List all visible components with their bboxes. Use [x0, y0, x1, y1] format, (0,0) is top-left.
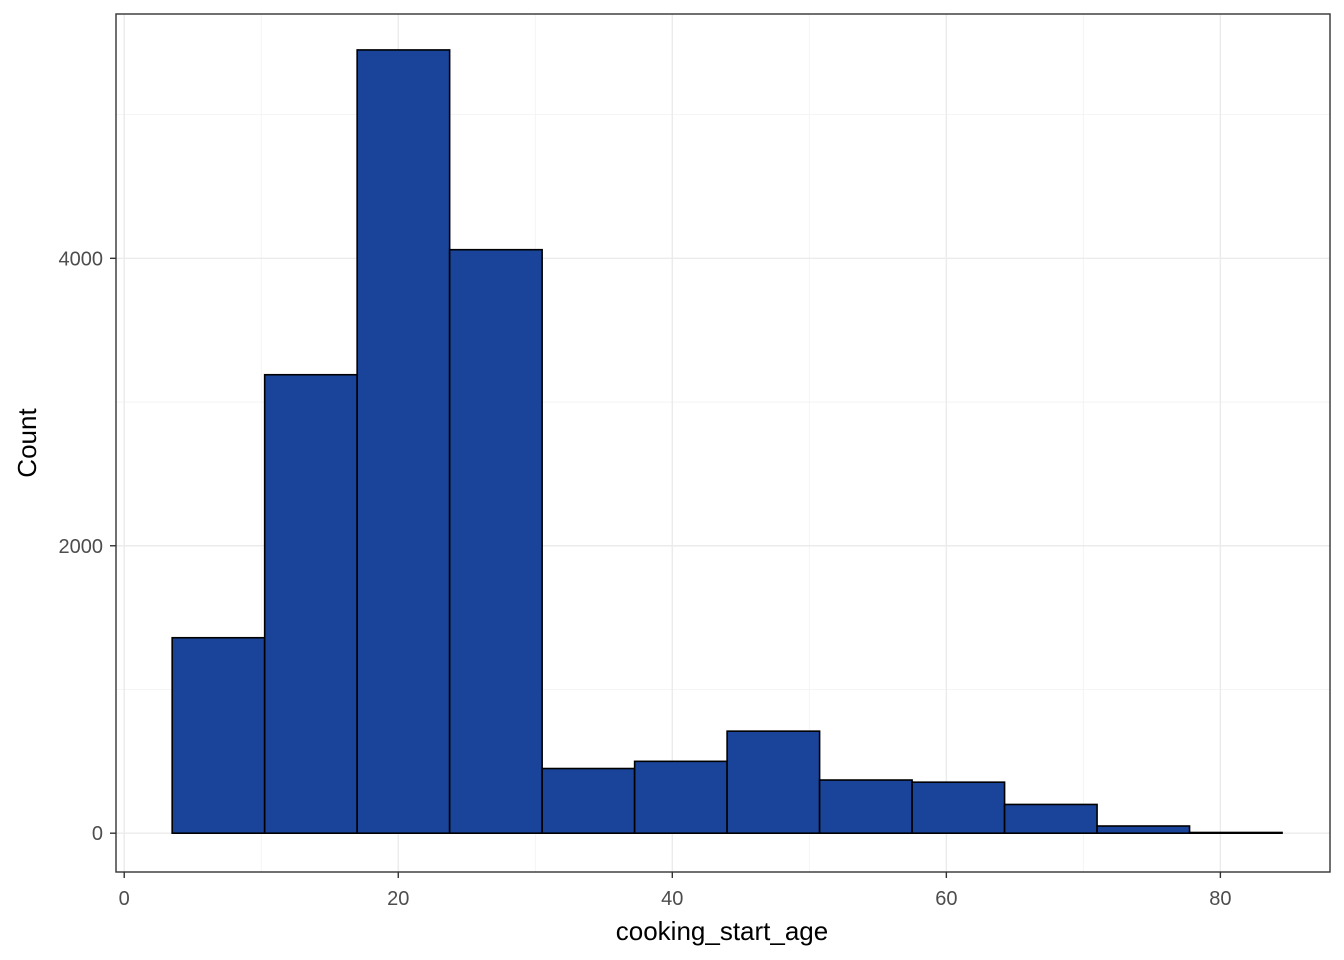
- histogram-bar-7: [818, 779, 913, 834]
- histogram-bar-8: [911, 781, 1006, 834]
- x-tick-label: 20: [387, 888, 409, 910]
- histogram-bar-6: [726, 730, 821, 834]
- histogram-bars: [171, 49, 1283, 834]
- y-axis-title: Count: [12, 408, 42, 478]
- y-tick-label: 2000: [59, 536, 104, 558]
- histogram-bar-0: [171, 636, 266, 834]
- histogram-bar-11: [1188, 831, 1283, 834]
- x-axis-title: cooking_start_age: [616, 916, 828, 946]
- histogram-bar-2: [356, 49, 451, 834]
- panel-border: [115, 13, 1331, 873]
- histogram-bar-1: [263, 373, 358, 834]
- histogram-bar-3: [448, 248, 543, 834]
- y-tick-label: 4000: [59, 248, 104, 270]
- histogram-bar-9: [1003, 803, 1098, 834]
- axis-ticks: 0 20 40 60 80 0 2000 4000: [59, 248, 1232, 910]
- histogram-bar-4: [541, 767, 636, 834]
- x-tick-label: 80: [1209, 888, 1231, 910]
- x-tick-label: 0: [119, 888, 130, 910]
- y-tick-label: 0: [92, 823, 103, 845]
- x-tick-label: 60: [935, 888, 957, 910]
- histogram-bar-10: [1096, 825, 1191, 834]
- histogram-bar-5: [633, 760, 728, 834]
- x-tick-label: 40: [661, 888, 683, 910]
